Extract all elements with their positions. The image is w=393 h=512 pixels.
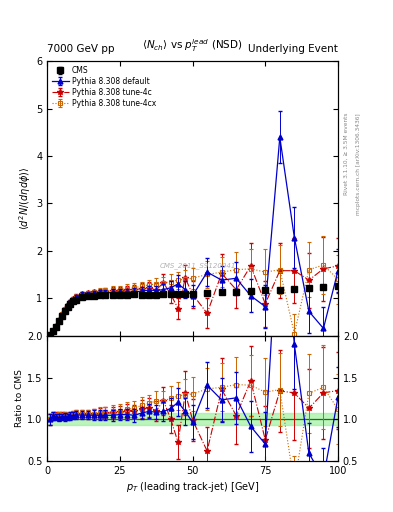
X-axis label: $p_T$ (leading track-jet) [GeV]: $p_T$ (leading track-jet) [GeV]	[126, 480, 259, 494]
Legend: CMS, Pythia 8.308 default, Pythia 8.308 tune-4c, Pythia 8.308 tune-4cx: CMS, Pythia 8.308 default, Pythia 8.308 …	[50, 65, 157, 109]
Y-axis label: Ratio to CMS: Ratio to CMS	[15, 370, 24, 428]
Text: Underlying Event: Underlying Event	[248, 44, 338, 54]
Text: CMS_2011_S9120041: CMS_2011_S9120041	[160, 262, 237, 269]
Bar	[47, 413, 338, 425]
Text: 7000 GeV pp: 7000 GeV pp	[47, 44, 115, 54]
Text: $\langle N_{ch}\rangle$ vs $p_T^{lead}$ (NSD): $\langle N_{ch}\rangle$ vs $p_T^{lead}$ …	[142, 37, 243, 54]
Text: Rivet 3.1.10, ≥ 3.5M events: Rivet 3.1.10, ≥ 3.5M events	[344, 112, 349, 195]
Y-axis label: $\langle d^2 N/(d\eta d\phi)\rangle$: $\langle d^2 N/(d\eta d\phi)\rangle$	[17, 167, 33, 230]
Text: mcplots.cern.ch [arXiv:1306.3436]: mcplots.cern.ch [arXiv:1306.3436]	[356, 113, 361, 215]
